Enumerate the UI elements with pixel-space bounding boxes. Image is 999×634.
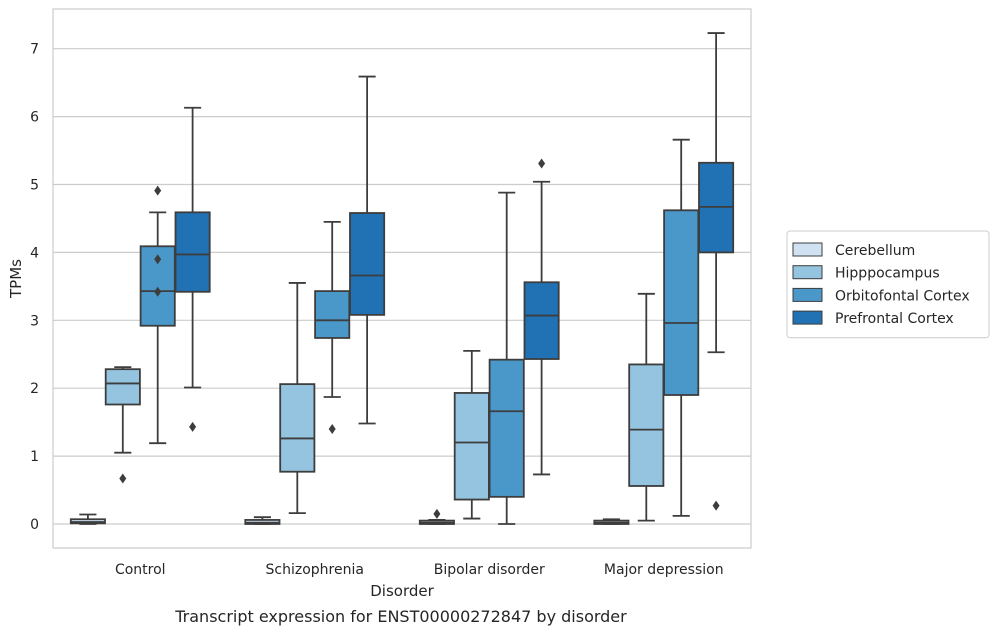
outlier-point (154, 286, 162, 297)
outlier-point (119, 473, 127, 484)
y-tick-label: 5 (30, 178, 39, 194)
legend-label: Cerebellum (835, 243, 915, 259)
y-tick-label: 0 (30, 517, 39, 533)
box-1-1 (279, 282, 316, 515)
x-tick-label: Control (115, 562, 166, 578)
box-2-0 (418, 508, 455, 525)
x-tick-label: Schizophrenia (266, 562, 364, 578)
legend-swatch (792, 265, 823, 280)
box-0-3 (174, 106, 211, 432)
y-tick-label: 1 (30, 449, 39, 465)
box-3-2 (663, 138, 700, 517)
box-3-3 (698, 32, 735, 511)
box-1-2 (314, 220, 351, 434)
y-tick-label: 3 (30, 313, 39, 329)
box-1-0 (244, 516, 281, 525)
box-1-3 (349, 75, 386, 425)
y-tick-label: 6 (30, 110, 39, 126)
box-body (488, 358, 525, 498)
plot-frame (52, 8, 752, 549)
x-tick-labels: Control Schizophrenia Bipolar disorder Majo… (115, 562, 724, 578)
box-body (174, 211, 211, 293)
box-0-1 (104, 366, 141, 484)
legend-label: Hipppocampus (835, 266, 940, 282)
x-tick-label: Bipolar disorder (434, 562, 545, 578)
x-tick-label: Major depression (604, 562, 724, 578)
outlier-point (712, 500, 720, 511)
legend-frame (786, 230, 990, 339)
outlier-point (154, 185, 162, 196)
outlier-point (328, 423, 336, 434)
box-2-1 (453, 349, 490, 520)
box-2-2 (488, 191, 525, 525)
box-body (453, 392, 490, 501)
legend-swatch (792, 242, 823, 257)
box-body (628, 363, 665, 487)
box-body (104, 368, 141, 406)
chart-caption: Transcript expression for ENST0000027284… (174, 607, 627, 626)
box-3-0 (593, 518, 630, 525)
legend-swatch (792, 310, 823, 325)
box-body (279, 383, 316, 473)
legend-label: Orbitofontal Cortex (835, 288, 970, 304)
legend-swatch (792, 287, 823, 302)
box-2-3 (523, 158, 560, 476)
outlier-point (538, 158, 546, 169)
legend: Cerebellum Hipppocampus Orbitofontal Corte… (786, 230, 990, 339)
box-0-0 (69, 513, 106, 525)
box-layer (69, 32, 735, 525)
y-axis-label: TPMs (7, 259, 25, 299)
box-body (663, 209, 700, 396)
legend-label: Prefrontal Cortex (835, 311, 954, 327)
y-tick-label: 2 (30, 381, 39, 397)
box-body (349, 212, 386, 316)
box-body (523, 281, 560, 360)
y-tick-label: 4 (30, 245, 39, 261)
outlier-point (189, 421, 197, 432)
y-tick-label: 7 (30, 42, 39, 58)
box-body (314, 290, 351, 339)
outlier-point (154, 254, 162, 265)
outlier-point (433, 508, 441, 519)
box-0-2 (139, 185, 176, 445)
box-3-1 (628, 292, 665, 522)
x-axis-label: Disorder (370, 582, 434, 600)
y-tick-labels: 0 1 2 3 4 5 6 7 (30, 42, 39, 533)
